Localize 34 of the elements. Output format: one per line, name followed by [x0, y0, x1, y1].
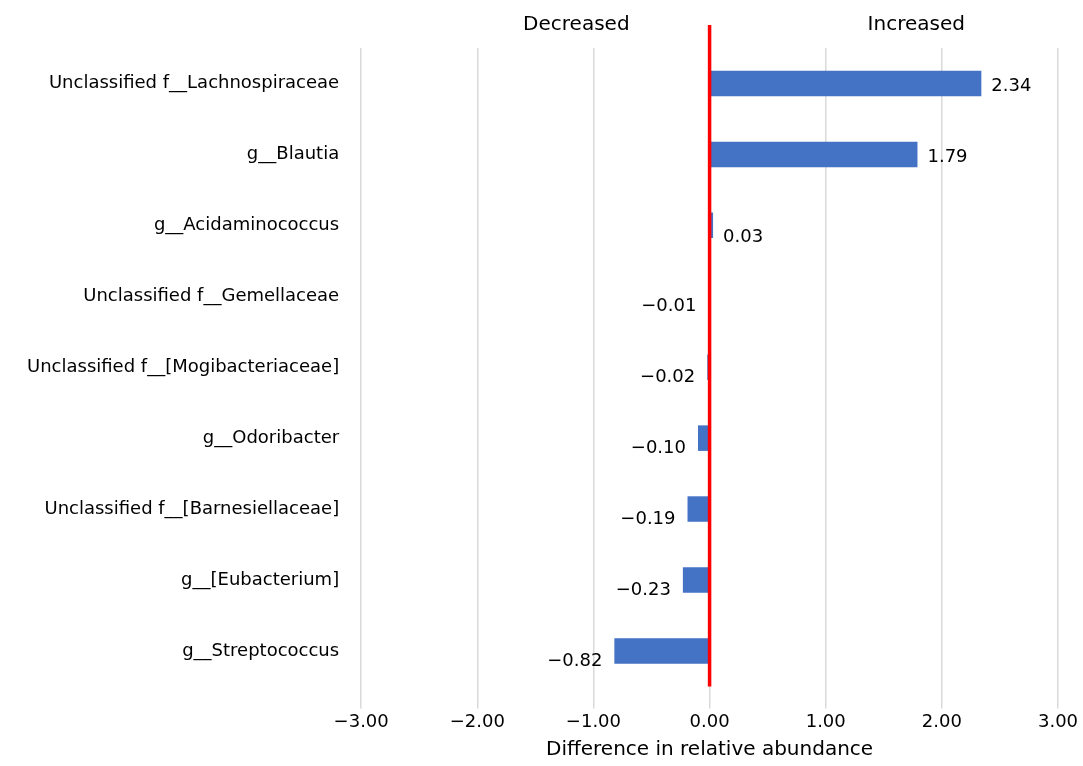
x-tick-label: 0.00 [689, 709, 730, 731]
y-tick-label: Unclassified f__Lachnospiraceae [48, 71, 340, 94]
y-tick-label: g__Acidaminococcus [153, 213, 340, 236]
y-tick-label: Unclassified f__Gemellaceae [83, 283, 340, 306]
data-label: −0.23 [615, 577, 671, 599]
x-axis-title: Difference in relative abundance [546, 736, 874, 761]
data-label: 0.03 [723, 225, 764, 247]
x-tick-label: −2.00 [449, 709, 505, 731]
text: Increased [867, 11, 965, 35]
y-tick-label: g__Odoribacter [202, 425, 340, 448]
x-tick-label: 1.00 [805, 709, 846, 731]
data-label: −0.01 [641, 293, 697, 315]
data-label: 2.34 [991, 74, 1032, 96]
x-tick-label: 3.00 [1037, 709, 1079, 731]
y-tick-label: g__Streptococcus [182, 638, 340, 661]
data-label: −0.19 [620, 506, 676, 528]
y-tick-label: Unclassified f__[Mogibacteriaceae] [27, 354, 340, 377]
y-tick-label: g__Blautia [246, 142, 340, 165]
bar [697, 425, 709, 451]
data-label: 1.79 [927, 145, 968, 167]
data-label: −0.02 [640, 364, 696, 386]
x-tick-label: −1.00 [565, 709, 622, 731]
bar [710, 141, 918, 168]
bar [614, 638, 709, 664]
y-tick-label: g__[Eubacterium] [181, 567, 340, 590]
y-tick-label: Unclassified f__[Barnesiellaceae] [44, 496, 340, 519]
x-tick-label: 2.00 [921, 709, 962, 731]
text: Decreased [523, 11, 630, 35]
data-label: −0.10 [630, 435, 686, 457]
data-label: −0.82 [547, 648, 603, 670]
bar [687, 496, 709, 522]
x-tick-label: −3.00 [333, 709, 389, 731]
bar [710, 70, 982, 97]
bar [682, 567, 709, 593]
